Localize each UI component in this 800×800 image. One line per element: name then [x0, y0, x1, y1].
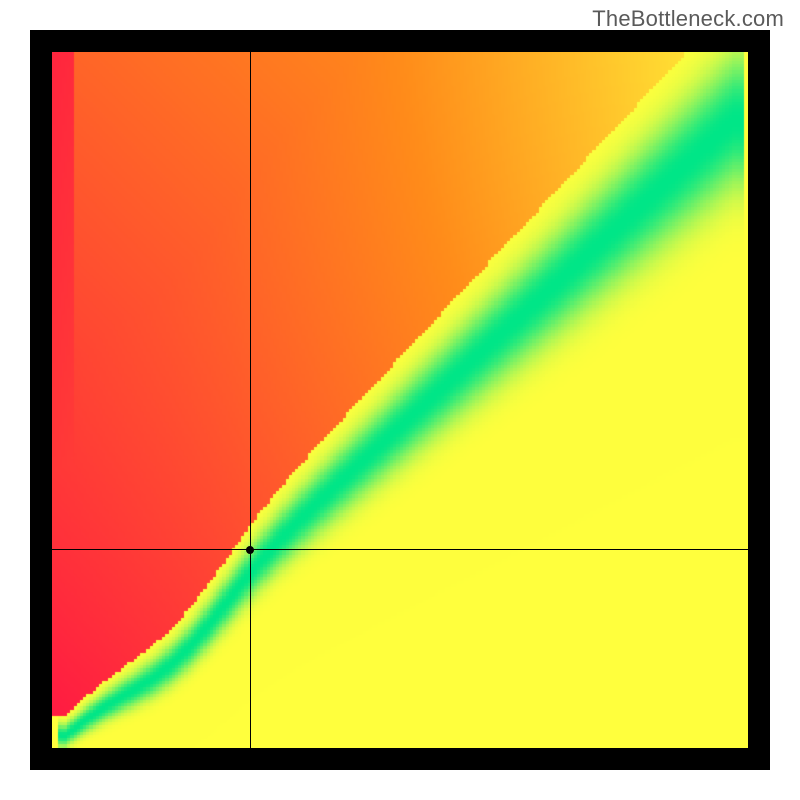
- plot-frame: [30, 30, 770, 770]
- watermark-text: TheBottleneck.com: [592, 6, 784, 32]
- heatmap-canvas: [52, 52, 748, 748]
- crosshair-horizontal: [52, 549, 748, 550]
- crosshair-vertical: [250, 52, 251, 748]
- chart-container: TheBottleneck.com: [0, 0, 800, 800]
- crosshair-point: [246, 546, 254, 554]
